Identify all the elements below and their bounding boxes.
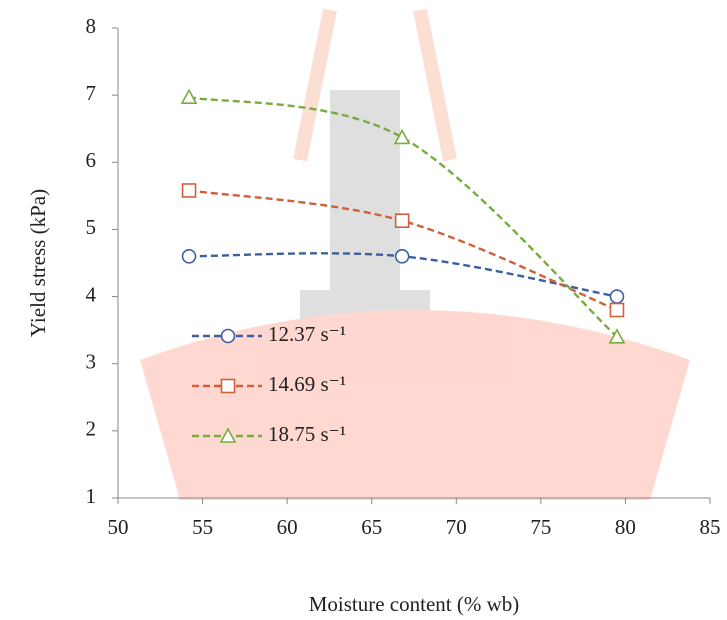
marker xyxy=(609,289,625,304)
legend-label: 12.37 s⁻¹ xyxy=(268,322,346,346)
y-axis-title: Yield stress (kPa) xyxy=(26,189,50,337)
y-tick-label: 5 xyxy=(86,215,97,239)
legend-label: 14.69 s⁻¹ xyxy=(268,372,346,396)
y-tick-label: 7 xyxy=(86,81,97,105)
marker xyxy=(181,183,197,198)
marker xyxy=(180,88,198,104)
x-tick-label: 65 xyxy=(361,515,382,539)
x-tick-label: 85 xyxy=(700,515,721,539)
y-tick-label: 1 xyxy=(86,484,97,508)
x-tick-label: 70 xyxy=(446,515,467,539)
marker xyxy=(219,427,237,443)
x-tick-label: 75 xyxy=(530,515,551,539)
marker xyxy=(608,328,626,344)
y-tick-label: 6 xyxy=(86,148,97,172)
marker xyxy=(181,248,197,264)
watermark xyxy=(140,8,690,500)
marker xyxy=(220,328,236,344)
y-tick-label: 2 xyxy=(86,417,97,441)
marker xyxy=(393,128,411,145)
y-tick-label: 3 xyxy=(86,350,97,374)
marker xyxy=(220,378,236,394)
legend-label: 18.75 s⁻¹ xyxy=(268,422,346,446)
x-axis-title: Moisture content (% wb) xyxy=(309,592,520,616)
marker xyxy=(609,302,625,318)
y-tick-label: 8 xyxy=(86,14,97,38)
x-tick-label: 55 xyxy=(192,515,213,539)
x-tick-label: 50 xyxy=(108,515,129,539)
x-tick-label: 80 xyxy=(615,515,636,539)
marker xyxy=(394,248,410,264)
y-tick-label: 4 xyxy=(86,282,97,306)
x-tick-label: 60 xyxy=(277,515,298,539)
marker xyxy=(394,213,410,228)
